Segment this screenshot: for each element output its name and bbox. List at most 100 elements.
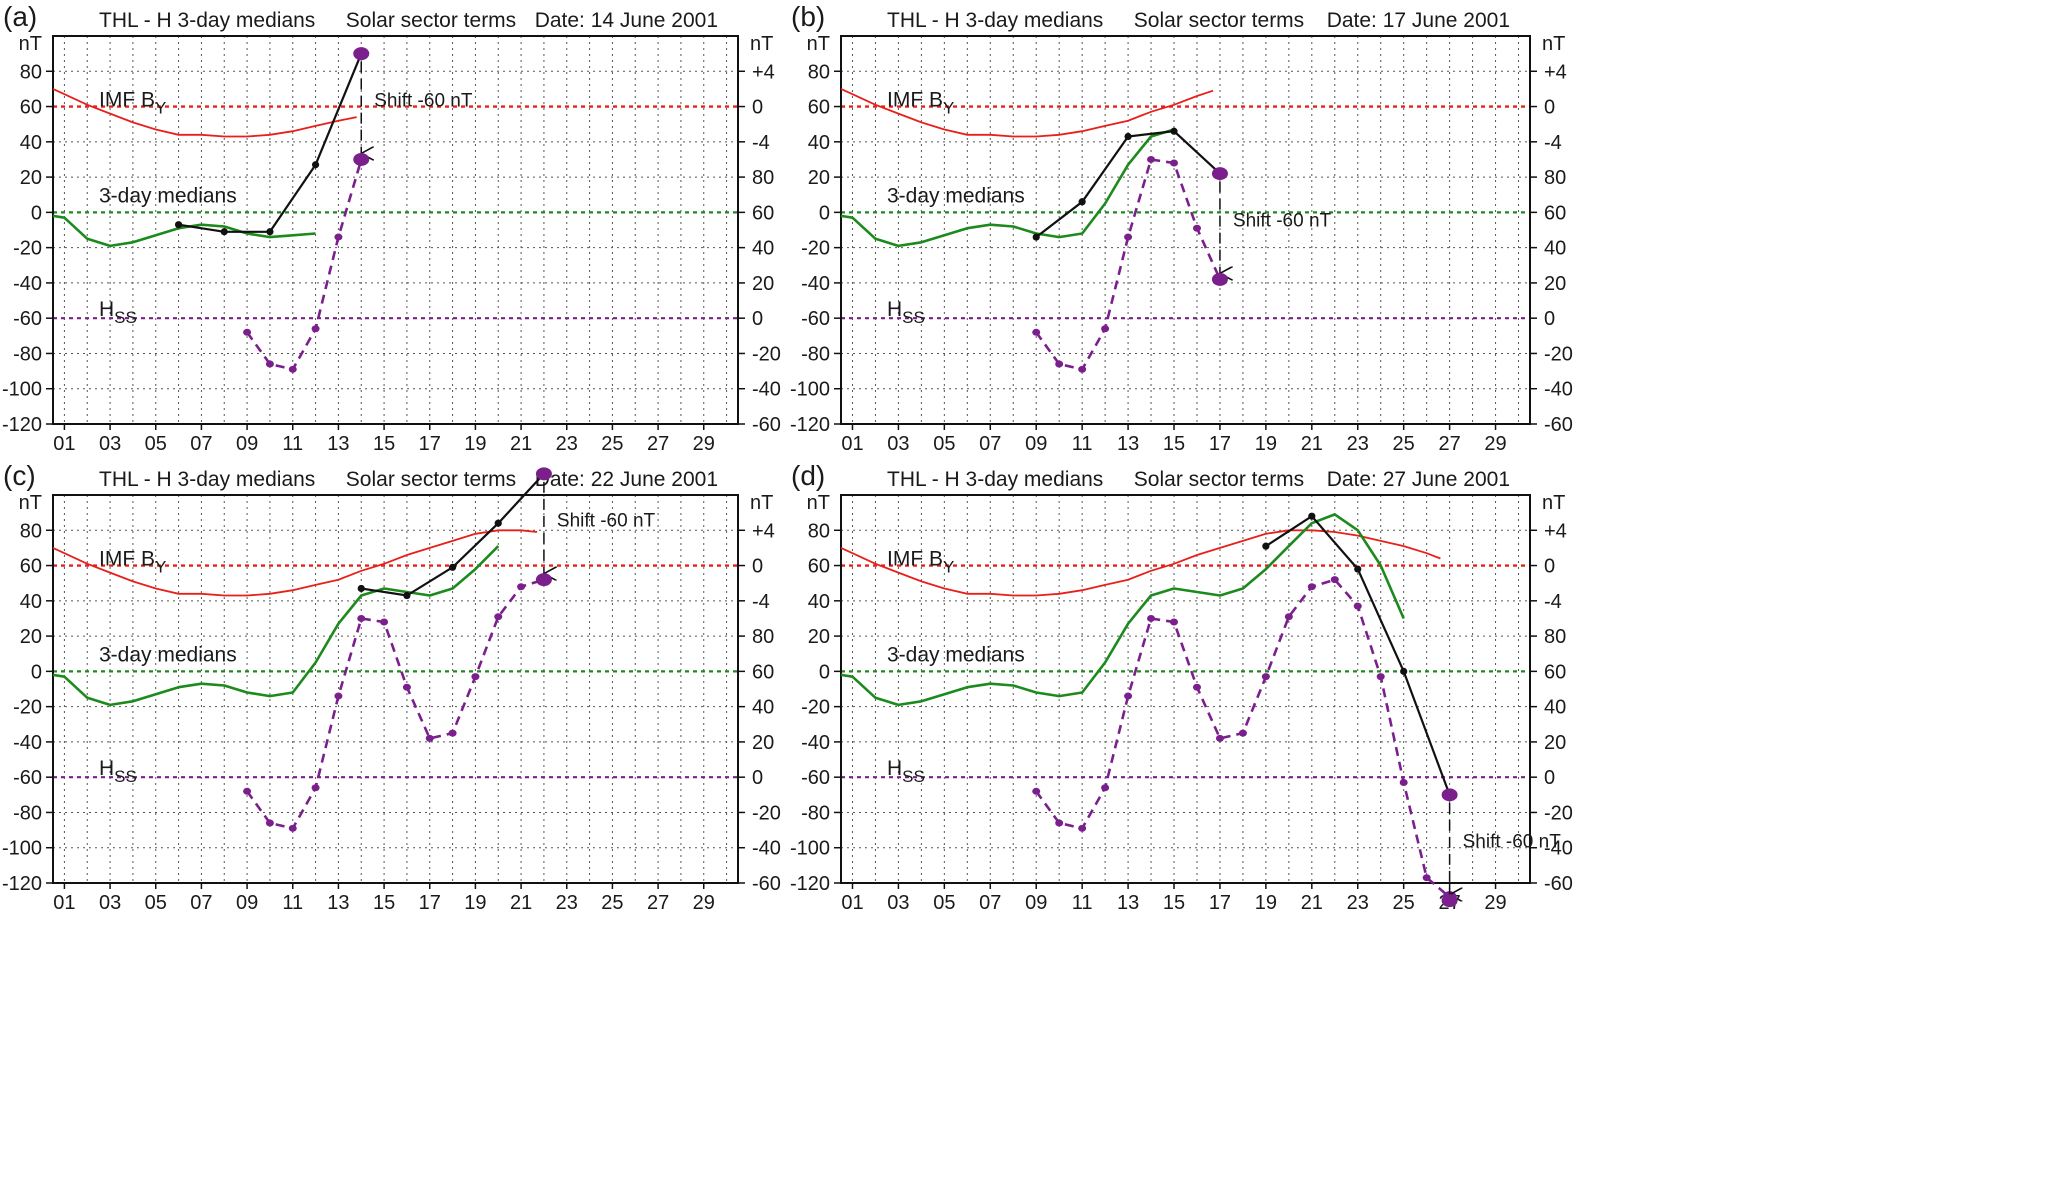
hss-line <box>246 578 545 830</box>
right-tick-hss: 0 <box>752 308 763 330</box>
hss-point <box>1101 784 1110 792</box>
y-tick-label: -40 <box>13 732 42 754</box>
hss-label: HSS <box>99 298 137 327</box>
right-tick-imf: -4 <box>752 132 770 154</box>
shift-label: Shift -60 nT <box>1463 832 1562 853</box>
x-tick-label: 09 <box>236 892 258 914</box>
right-tick-hss: -20 <box>752 343 781 365</box>
imf-label-sub: Y <box>155 557 166 576</box>
hss-point <box>357 614 366 622</box>
imf-label-main: IMF B <box>887 547 943 570</box>
x-tick-label: 09 <box>236 433 258 455</box>
current-point <box>448 563 457 571</box>
right-tick-median: 80 <box>1544 167 1566 189</box>
y-tick-label: 60 <box>20 97 42 119</box>
medians-line <box>840 513 1405 707</box>
x-tick-label: 13 <box>327 892 349 914</box>
right-tick-median: 60 <box>1544 661 1566 683</box>
right-tick-median: 60 <box>752 202 774 224</box>
hss-label-main: H <box>887 757 902 780</box>
y-tick-label: 0 <box>819 202 830 224</box>
shift-end-point <box>535 573 552 587</box>
hss-label-sub: SS <box>902 308 925 327</box>
x-tick-label: 11 <box>282 892 303 914</box>
imf-by-line <box>840 529 1441 597</box>
medians-label: 3-day medians <box>99 643 237 666</box>
hss-point <box>1124 233 1133 241</box>
x-tick-label: 01 <box>841 433 863 455</box>
x-tick-label: 27 <box>647 892 669 914</box>
y-tick-label: 20 <box>808 167 830 189</box>
hss-label-main: H <box>99 298 114 321</box>
x-tick-label: 13 <box>327 433 349 455</box>
medians-line <box>840 128 1175 248</box>
hss-label: HSS <box>887 298 925 327</box>
shift-start-point <box>1441 788 1458 802</box>
right-tick-hss: -20 <box>752 802 781 824</box>
hss-line <box>246 159 363 371</box>
current-point <box>1400 667 1408 675</box>
imf-by-label: IMF BY <box>99 547 166 576</box>
medians-line <box>52 214 316 248</box>
x-tick-label: 27 <box>1438 433 1460 455</box>
shift-label: Shift -60 nT <box>1233 210 1332 231</box>
sector-terms-label: Solar sector terms <box>346 9 516 32</box>
hss-point <box>334 233 343 241</box>
x-tick-label: 23 <box>1347 892 1369 914</box>
y-tick-label: -120 <box>790 873 830 895</box>
shift-start-point <box>353 47 370 61</box>
hss-point <box>311 784 320 792</box>
x-tick-label: 17 <box>1209 892 1231 914</box>
right-tick-median: 80 <box>752 167 774 189</box>
y-tick-label: 40 <box>808 132 830 154</box>
y-tick-label: -120 <box>2 873 42 895</box>
hss-point <box>1170 618 1179 626</box>
y-tick-label: -80 <box>801 343 830 365</box>
y-tick-label: 80 <box>808 61 830 83</box>
y-tick-label: -80 <box>801 802 830 824</box>
medians-label: 3-day medians <box>99 184 237 207</box>
x-tick-label: 25 <box>601 433 623 455</box>
hss-point <box>243 328 252 336</box>
x-tick-label: 23 <box>1347 433 1369 455</box>
y-unit-left: nT <box>807 492 830 514</box>
hss-label-sub: SS <box>902 767 925 786</box>
panel-label: (c) <box>3 460 36 491</box>
current-point <box>1308 512 1316 520</box>
x-tick-label: 21 <box>1301 892 1323 914</box>
hss-point <box>380 618 389 626</box>
y-tick-label: -20 <box>13 697 42 719</box>
sector-terms-label: Solar sector terms <box>346 468 516 491</box>
hss-point <box>1376 673 1385 681</box>
hss-point <box>448 729 457 737</box>
date-label: Date: 17 June 2001 <box>1327 9 1510 32</box>
y-tick-label: -60 <box>801 767 830 789</box>
y-unit-right: nT <box>1542 492 1565 514</box>
x-tick-label: 03 <box>887 892 909 914</box>
date-label: Date: 22 June 2001 <box>535 468 718 491</box>
x-tick-label: 19 <box>1255 892 1277 914</box>
x-tick-label: 01 <box>53 892 75 914</box>
x-tick-label: 11 <box>1072 892 1093 914</box>
y-tick-label: -100 <box>2 838 42 860</box>
x-tick-label: 03 <box>887 433 909 455</box>
y-tick-label: 40 <box>20 591 42 613</box>
y-tick-label: -80 <box>13 343 42 365</box>
hss-point <box>1192 224 1201 232</box>
panel-title: THL - H 3-day medians <box>887 9 1103 32</box>
y-unit-left: nT <box>19 492 42 514</box>
y-tick-label: -20 <box>13 238 42 260</box>
x-tick-label: 05 <box>933 892 955 914</box>
hss-point <box>1170 159 1179 167</box>
right-tick-hss: 0 <box>752 767 763 789</box>
y-tick-label: 0 <box>31 202 42 224</box>
panel-b: 80 60 40 20 0 -20 -40 -60 -80 -100 -120 nT nT +4 0 -4 80… <box>790 1 1573 455</box>
y-tick-label: -40 <box>801 273 830 295</box>
hss-point <box>1055 360 1064 368</box>
hss-label-main: H <box>99 757 114 780</box>
hss-label-sub: SS <box>114 308 137 327</box>
y-tick-label: -40 <box>13 273 42 295</box>
hss-point <box>1307 583 1316 591</box>
x-tick-label: 07 <box>190 892 212 914</box>
grid-lines <box>53 36 738 424</box>
